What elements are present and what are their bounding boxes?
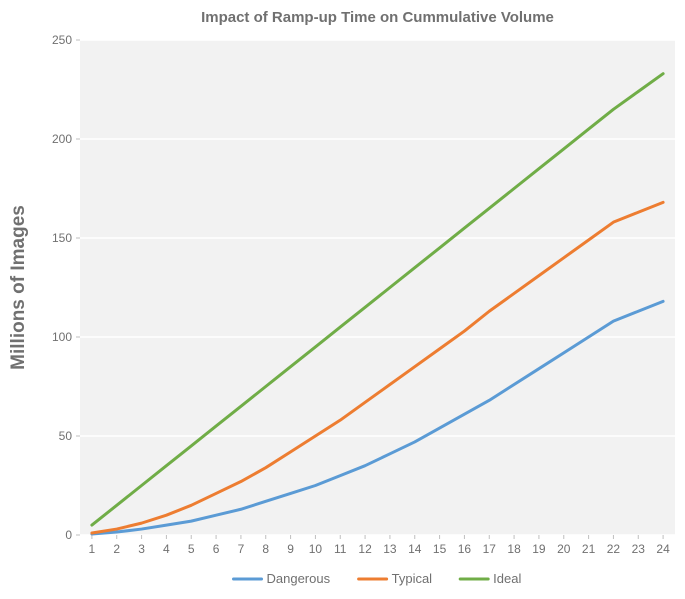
x-tick-label: 14 <box>408 542 422 556</box>
x-tick-label: 20 <box>557 542 571 556</box>
y-tick-label: 100 <box>52 330 72 344</box>
y-tick-label: 250 <box>52 33 72 47</box>
x-tick-label: 4 <box>163 542 170 556</box>
y-tick-label: 50 <box>59 429 73 443</box>
x-tick-label: 19 <box>532 542 546 556</box>
x-tick-label: 3 <box>138 542 145 556</box>
x-tick-label: 6 <box>213 542 220 556</box>
x-tick-label: 23 <box>632 542 646 556</box>
legend-label-ideal: Ideal <box>493 571 521 586</box>
x-tick-label: 12 <box>358 542 372 556</box>
x-tick-label: 18 <box>507 542 521 556</box>
x-tick-label: 24 <box>656 542 670 556</box>
y-tick-label: 0 <box>65 528 72 542</box>
x-tick-label: 16 <box>458 542 472 556</box>
chart-container: 0501001502002501234567891011121314151617… <box>0 0 685 599</box>
line-chart: 0501001502002501234567891011121314151617… <box>0 0 685 599</box>
x-tick-label: 8 <box>262 542 269 556</box>
x-tick-label: 11 <box>334 542 347 556</box>
x-tick-label: 9 <box>287 542 294 556</box>
x-tick-label: 22 <box>607 542 621 556</box>
x-tick-label: 15 <box>433 542 447 556</box>
legend-label-dangerous: Dangerous <box>267 571 331 586</box>
x-tick-label: 17 <box>483 542 497 556</box>
y-tick-label: 150 <box>52 231 72 245</box>
y-axis-label: Millions of Images <box>8 205 29 370</box>
x-tick-label: 7 <box>238 542 245 556</box>
x-tick-label: 1 <box>89 542 96 556</box>
y-tick-label: 200 <box>52 132 72 146</box>
x-tick-label: 5 <box>188 542 195 556</box>
x-tick-label: 21 <box>582 542 596 556</box>
chart-title: Impact of Ramp-up Time on Cummulative Vo… <box>201 9 554 26</box>
x-tick-label: 10 <box>309 542 323 556</box>
legend-label-typical: Typical <box>392 571 433 586</box>
x-tick-label: 2 <box>113 542 120 556</box>
x-tick-label: 13 <box>383 542 397 556</box>
